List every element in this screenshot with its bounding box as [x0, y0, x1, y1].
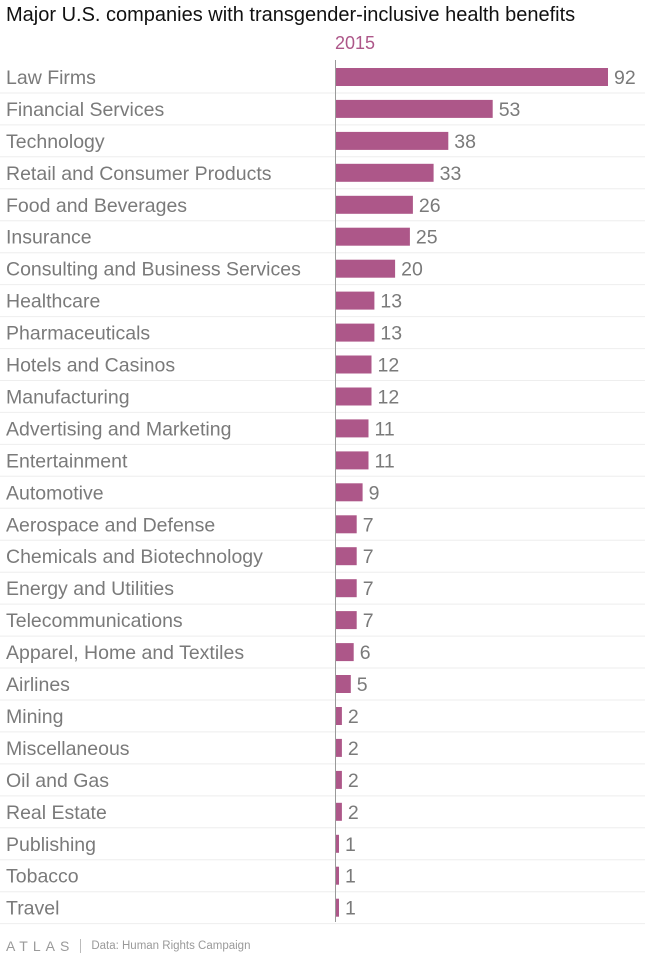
bar-publishing	[336, 834, 339, 853]
value-label: 12	[378, 355, 400, 377]
category-label: Chemicals and Biotechnology	[6, 546, 263, 568]
bar-hotels-and-casinos	[336, 355, 372, 374]
category-labels: Law Firms Financial Services Technology Ret…	[6, 67, 301, 920]
bar-entertainment	[336, 451, 369, 470]
category-label: Consulting and Business Services	[6, 259, 301, 281]
bar-advertising-and-marketing	[336, 419, 369, 438]
bar-aerospace-and-defense	[336, 515, 357, 534]
bar-pharmaceuticals	[336, 323, 375, 342]
data-source: Data: Human Rights Campaign	[91, 940, 251, 952]
bar-tobacco	[336, 866, 339, 885]
footer: ATLAS Data: Human Rights Campaign	[6, 937, 250, 955]
category-label: Tobacco	[6, 866, 79, 888]
category-label: Apparel, Home and Textiles	[6, 642, 244, 664]
category-label: Aerospace and Defense	[6, 514, 215, 536]
value-label: 7	[363, 514, 374, 536]
bar-insurance	[336, 227, 410, 246]
bar-law-firms	[336, 68, 608, 86]
value-label: 26	[419, 195, 441, 217]
value-label: 11	[375, 450, 395, 472]
value-label: 33	[440, 163, 462, 185]
category-label: Pharmaceuticals	[6, 323, 150, 345]
bar-consulting-and-business-services	[336, 259, 396, 278]
bar-financial-services	[336, 99, 493, 118]
category-label: Manufacturing	[6, 387, 130, 409]
bar-apparel-home-and-textiles	[336, 643, 354, 662]
bar-mining	[336, 707, 342, 725]
value-label: 1	[345, 834, 356, 856]
value-label: 1	[345, 898, 356, 920]
category-label: Oil and Gas	[6, 770, 109, 792]
category-label: Law Firms	[6, 67, 96, 89]
category-label: Publishing	[6, 834, 96, 856]
category-label: Food and Beverages	[6, 195, 187, 217]
footer-divider	[80, 939, 82, 953]
category-label: Healthcare	[6, 291, 100, 313]
bar-travel	[336, 898, 339, 917]
value-label: 25	[416, 227, 438, 249]
value-label: 2	[348, 802, 359, 824]
value-label: 13	[380, 323, 402, 345]
value-label: 9	[369, 482, 380, 504]
bar-chart: Law Firms Financial Services Technology Ret…	[0, 60, 645, 925]
bar-real-estate	[336, 802, 342, 821]
value-label: 7	[363, 546, 374, 568]
bar-oil-and-gas	[336, 770, 342, 789]
bar-food-and-beverages	[336, 195, 413, 214]
category-label: Miscellaneous	[6, 738, 130, 760]
bar-telecommunications	[336, 611, 357, 630]
category-label: Hotels and Casinos	[6, 355, 175, 377]
value-label: 38	[454, 131, 476, 153]
category-label: Travel	[6, 898, 59, 920]
value-label: 11	[375, 418, 395, 440]
value-label: 5	[357, 674, 368, 696]
value-label: 1	[345, 866, 356, 888]
bars	[336, 68, 608, 917]
category-label: Advertising and Marketing	[6, 418, 231, 440]
bar-retail-and-consumer-products	[336, 163, 434, 182]
value-label: 7	[363, 578, 374, 600]
atlas-logo: ATLAS	[6, 938, 75, 954]
chart-title: Major U.S. companies with transgender-in…	[6, 4, 576, 26]
bar-healthcare	[336, 291, 375, 310]
bar-automotive	[336, 483, 363, 502]
value-label: 53	[499, 99, 521, 121]
bar-airlines	[336, 675, 351, 693]
value-label: 2	[348, 706, 359, 728]
value-label: 20	[401, 259, 423, 281]
bar-energy-and-utilities	[336, 579, 357, 598]
value-label: 2	[348, 770, 359, 792]
bar-manufacturing	[336, 387, 372, 406]
category-label: Energy and Utilities	[6, 578, 174, 600]
value-label: 13	[380, 291, 402, 313]
category-label: Mining	[6, 706, 63, 728]
bar-chemicals-and-biotechnology	[336, 547, 357, 566]
value-label: 6	[360, 642, 371, 664]
value-label: 92	[614, 67, 636, 89]
value-label: 2	[348, 738, 359, 760]
category-label: Automotive	[6, 482, 104, 504]
bar-technology	[336, 131, 449, 150]
category-label: Real Estate	[6, 802, 107, 824]
row-separators	[0, 92, 645, 925]
category-label: Airlines	[6, 674, 70, 696]
value-label: 7	[363, 610, 374, 632]
category-label: Entertainment	[6, 450, 128, 472]
category-label: Financial Services	[6, 99, 164, 121]
category-label: Technology	[6, 131, 105, 153]
value-label: 12	[378, 387, 400, 409]
bar-miscellaneous	[336, 738, 342, 757]
category-label: Telecommunications	[6, 610, 183, 632]
category-label: Insurance	[6, 227, 92, 249]
category-label: Retail and Consumer Products	[6, 163, 272, 185]
series-label: 2015	[335, 33, 376, 53]
